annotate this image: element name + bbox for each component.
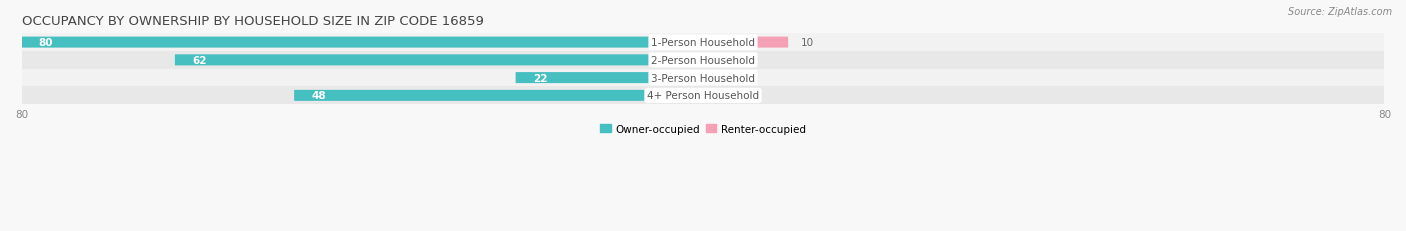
Text: 22: 22: [533, 73, 547, 83]
Text: 62: 62: [193, 56, 207, 66]
Text: 4+ Person Household: 4+ Person Household: [647, 91, 759, 101]
Bar: [516, 73, 703, 84]
Bar: [21, 70, 1385, 87]
Bar: [21, 34, 1385, 52]
Text: Source: ZipAtlas.com: Source: ZipAtlas.com: [1288, 7, 1392, 17]
Text: 2: 2: [733, 73, 740, 83]
Bar: [21, 37, 703, 48]
Bar: [703, 73, 720, 84]
Text: 0: 0: [716, 91, 723, 101]
Bar: [294, 91, 703, 101]
Text: 2-Person Household: 2-Person Household: [651, 56, 755, 66]
Text: 1-Person Household: 1-Person Household: [651, 38, 755, 48]
Text: 80: 80: [38, 38, 53, 48]
Text: OCCUPANCY BY OWNERSHIP BY HOUSEHOLD SIZE IN ZIP CODE 16859: OCCUPANCY BY OWNERSHIP BY HOUSEHOLD SIZE…: [21, 15, 484, 28]
Text: 48: 48: [311, 91, 326, 101]
Bar: [21, 52, 1385, 70]
Text: 0: 0: [716, 56, 723, 66]
Legend: Owner-occupied, Renter-occupied: Owner-occupied, Renter-occupied: [596, 120, 810, 138]
Bar: [703, 37, 789, 48]
Bar: [21, 87, 1385, 105]
Text: 10: 10: [801, 38, 814, 48]
Bar: [174, 55, 703, 66]
Text: 3-Person Household: 3-Person Household: [651, 73, 755, 83]
